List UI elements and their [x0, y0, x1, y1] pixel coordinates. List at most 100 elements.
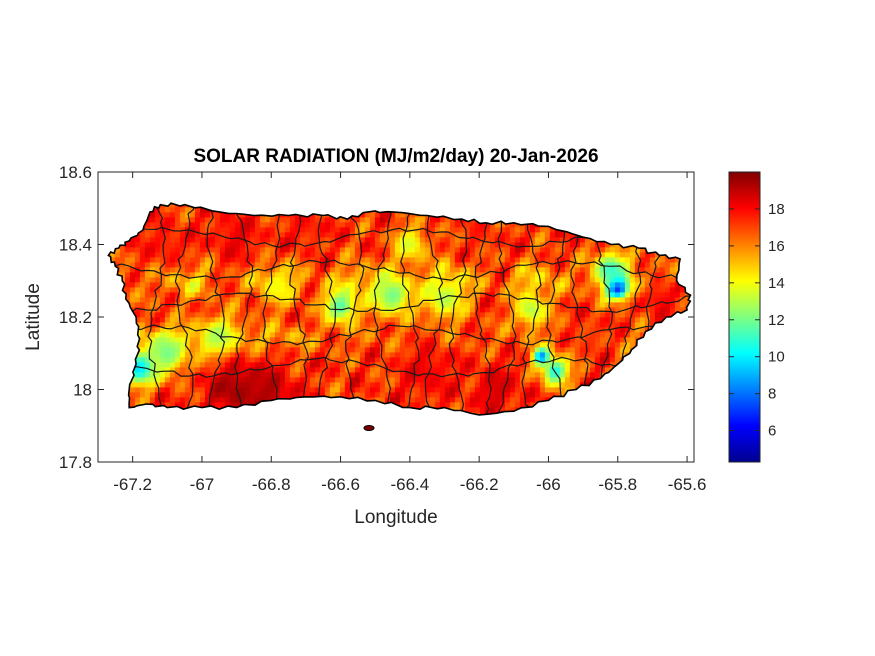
heat-cell — [264, 272, 271, 278]
heat-cell — [559, 332, 566, 338]
heat-cell — [314, 282, 321, 288]
heat-cell — [209, 277, 216, 283]
heat-cell — [324, 367, 331, 373]
heat-cell — [514, 222, 521, 228]
heat-cell — [564, 332, 571, 338]
heat-cell — [489, 242, 496, 248]
heat-cell — [459, 302, 466, 308]
heat-cell — [289, 322, 296, 328]
heat-cell — [339, 272, 346, 278]
heat-cell — [624, 282, 631, 288]
heat-cell — [609, 282, 616, 288]
heat-cell — [329, 312, 336, 318]
heat-cell — [354, 297, 361, 303]
heat-cell — [639, 272, 646, 278]
heat-cell — [134, 372, 141, 378]
heat-cell — [284, 312, 291, 318]
heat-cell — [654, 312, 661, 318]
heat-cell — [384, 362, 391, 368]
heat-cell — [499, 297, 506, 303]
heat-cell — [309, 237, 316, 243]
heat-cell — [149, 382, 156, 388]
heat-cell — [579, 267, 586, 273]
heat-cell — [274, 292, 281, 298]
heat-cell — [249, 297, 256, 303]
heat-cell — [629, 257, 636, 263]
heat-cell — [149, 352, 156, 358]
heat-cell — [319, 297, 326, 303]
heat-cell — [379, 217, 386, 223]
heat-cell — [484, 277, 491, 283]
heat-cell — [389, 367, 396, 373]
heat-cell — [319, 347, 326, 353]
heat-cell — [144, 302, 151, 308]
heat-cell — [634, 322, 641, 328]
heat-cell — [254, 232, 261, 238]
heat-cell — [534, 362, 541, 368]
heat-cell — [369, 302, 376, 308]
heat-cell — [284, 277, 291, 283]
heat-cell — [354, 327, 361, 333]
heat-cell — [624, 302, 631, 308]
heat-cell — [209, 292, 216, 298]
heat-cell — [654, 282, 661, 288]
heat-cell — [489, 337, 496, 343]
heat-cell — [594, 302, 601, 308]
heat-cell — [424, 332, 431, 338]
heat-cell — [354, 307, 361, 313]
heat-cell — [519, 402, 526, 408]
heat-cell — [529, 237, 536, 243]
heat-cell — [439, 257, 446, 263]
heat-cell — [564, 242, 571, 248]
heat-cell — [499, 307, 506, 313]
heat-cell — [329, 282, 336, 288]
heat-cell — [339, 372, 346, 378]
heat-cell — [239, 387, 246, 393]
heat-cell — [229, 277, 236, 283]
heat-cell — [474, 247, 481, 253]
heat-cell — [404, 252, 411, 258]
heat-cell — [229, 247, 236, 253]
heat-cell — [504, 387, 511, 393]
heat-cell — [644, 262, 651, 268]
heat-cell — [219, 392, 226, 398]
heat-cell — [424, 252, 431, 258]
heat-cell — [384, 332, 391, 338]
heat-cell — [329, 232, 336, 238]
heat-cell — [174, 372, 181, 378]
heat-cell — [589, 257, 596, 263]
heat-cell — [469, 277, 476, 283]
heat-cell — [234, 282, 241, 288]
heat-cell — [514, 242, 521, 248]
heat-cell — [569, 272, 576, 278]
heat-cell — [244, 377, 251, 383]
heat-cell — [504, 327, 511, 333]
heat-cell — [434, 347, 441, 353]
heat-cell — [234, 327, 241, 333]
heat-cell — [444, 267, 451, 273]
heat-cell — [594, 267, 601, 273]
heat-cell — [599, 332, 606, 338]
heat-cell — [399, 362, 406, 368]
heat-cell — [189, 222, 196, 228]
heat-cell — [219, 387, 226, 393]
heat-cell — [319, 357, 326, 363]
heat-cell — [334, 232, 341, 238]
heat-cell — [564, 357, 571, 363]
heat-cell — [439, 222, 446, 228]
heat-cell — [604, 337, 611, 343]
heat-cell — [219, 257, 226, 263]
heat-cell — [484, 392, 491, 398]
heat-cell — [519, 337, 526, 343]
heat-cell — [284, 322, 291, 328]
heat-cell — [214, 317, 221, 323]
heat-cell — [259, 382, 266, 388]
heat-cell — [229, 287, 236, 293]
heat-cell — [339, 227, 346, 233]
heat-cell — [604, 247, 611, 253]
heat-cell — [289, 312, 296, 318]
heat-cell — [464, 372, 471, 378]
heat-cell — [189, 322, 196, 328]
heat-cell — [519, 327, 526, 333]
heat-cell — [564, 292, 571, 298]
